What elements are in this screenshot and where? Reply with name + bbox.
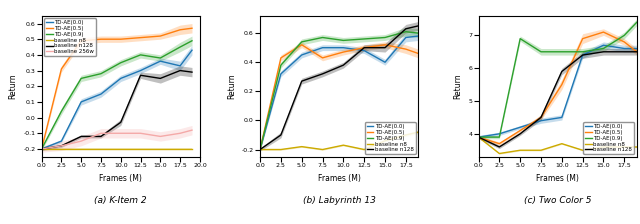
X-axis label: Frames (M): Frames (M) — [99, 174, 142, 183]
X-axis label: Frames (M): Frames (M) — [536, 174, 579, 183]
Legend: TD-AE(0.0), TD-AE(0.5), TD-AE(0.9), baseline n8, baseline n128: TD-AE(0.0), TD-AE(0.5), TD-AE(0.9), base… — [584, 122, 634, 154]
Text: (c) Two Color 5: (c) Two Color 5 — [524, 196, 591, 205]
Text: (a) K-Item 2: (a) K-Item 2 — [95, 196, 147, 205]
Legend: TD-AE(0.0), TD-AE(0.5), TD-AE(0.9), baseline n8, baseline n128, baseline 256w: TD-AE(0.0), TD-AE(0.5), TD-AE(0.9), base… — [44, 18, 96, 56]
Text: (b) Labyrinth 13: (b) Labyrinth 13 — [303, 196, 376, 205]
Y-axis label: Return: Return — [227, 73, 236, 99]
X-axis label: Frames (M): Frames (M) — [318, 174, 360, 183]
Y-axis label: Return: Return — [454, 73, 463, 99]
Y-axis label: Return: Return — [9, 73, 18, 99]
Legend: TD-AE(0.0), TD-AE(0.5), TD-AE(0.9), baseline n8, baseline n128: TD-AE(0.0), TD-AE(0.5), TD-AE(0.9), base… — [365, 122, 415, 154]
